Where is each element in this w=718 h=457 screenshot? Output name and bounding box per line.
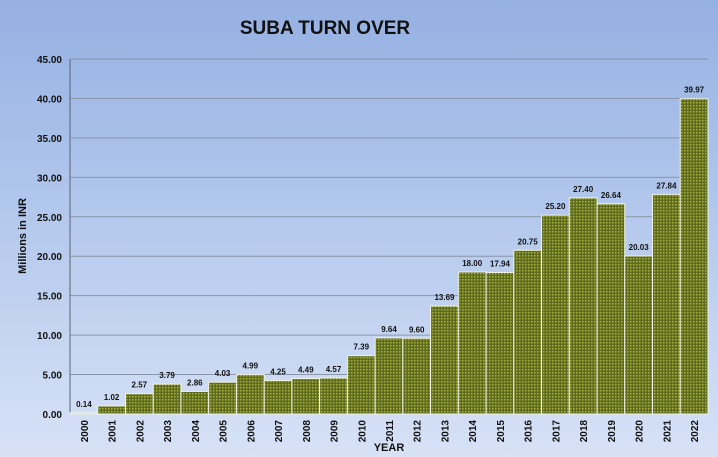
y-tick-label: 45.00 [37, 55, 62, 66]
x-tick-label: 2016 [524, 420, 535, 443]
x-axis-ticks: 2000 2001 2002 2003 2004 2005 2006 2007 2008 2009… [80, 420, 701, 443]
data-labels: 0.14 1.02 2.57 3.79 2.86 4.03 4.99 4.25 4.49 4.57… [76, 86, 705, 409]
bar [596, 203, 626, 415]
x-tick-label: 2004 [191, 420, 202, 443]
x-tick-label: 2019 [607, 420, 618, 443]
x-tick-label: 2009 [330, 420, 341, 443]
bar [679, 98, 709, 415]
x-axis-title: YEAR [374, 442, 405, 454]
data-label: 4.99 [243, 362, 259, 371]
y-tick-label: 40.00 [37, 94, 62, 105]
x-tick-label: 2001 [108, 420, 119, 443]
x-tick-label: 2017 [551, 420, 562, 443]
bar [124, 393, 154, 415]
x-tick-label: 2018 [579, 420, 590, 443]
x-tick-label: 2006 [246, 420, 257, 443]
bar [291, 378, 321, 415]
y-tick-label: 5.00 [43, 371, 63, 382]
y-axis-ticks: 0.00 5.00 10.00 15.00 20.00 25.00 30.00 35.00 40… [37, 55, 62, 421]
x-tick-label: 2002 [135, 420, 146, 443]
x-tick-label: 2014 [468, 420, 479, 443]
x-tick-label: 2008 [302, 420, 313, 443]
data-label: 2.57 [132, 381, 148, 390]
data-label: 27.84 [656, 181, 677, 190]
x-tick-label: 2012 [413, 420, 424, 443]
data-label: 20.75 [518, 237, 539, 246]
y-tick-label: 10.00 [37, 331, 62, 342]
y-tick-label: 0.00 [43, 410, 63, 421]
x-tick-label: 2011 [385, 420, 396, 442]
x-tick-label: 2005 [219, 420, 230, 443]
data-label: 0.14 [76, 400, 92, 409]
chart-title: SUBA TURN OVER [240, 18, 411, 39]
bar [97, 405, 126, 415]
data-label: 13.69 [434, 293, 455, 302]
bar [152, 383, 182, 415]
y-tick-label: 20.00 [37, 252, 62, 263]
x-tick-label: 2010 [357, 420, 368, 443]
data-label: 27.40 [573, 185, 594, 194]
bar [180, 390, 210, 415]
y-tick-label: 15.00 [37, 292, 62, 303]
y-axis-title: Millions in INR [17, 198, 29, 274]
bar [430, 305, 459, 415]
bar [568, 197, 598, 415]
data-label: 26.64 [601, 191, 622, 200]
data-label: 17.94 [490, 259, 511, 268]
data-label: 18.00 [462, 259, 483, 268]
x-tick-label: 2022 [690, 420, 701, 443]
x-tick-label: 2003 [163, 420, 174, 443]
data-label: 25.20 [545, 202, 566, 211]
y-tick-label: 25.00 [37, 213, 62, 224]
bar [402, 337, 432, 415]
data-label: 4.25 [270, 367, 286, 376]
data-label: 7.39 [353, 343, 369, 352]
bar [485, 271, 515, 415]
data-label: 9.64 [381, 325, 397, 334]
data-label: 4.03 [215, 369, 231, 378]
data-label: 9.60 [409, 325, 425, 334]
bar [319, 377, 348, 415]
data-label: 3.79 [159, 371, 175, 380]
bar [652, 193, 681, 415]
bar [69, 412, 99, 415]
bar [374, 337, 404, 415]
y-tick-label: 30.00 [37, 173, 62, 184]
x-tick-label: 2021 [662, 420, 673, 443]
x-tick-label: 2015 [496, 420, 507, 443]
data-label: 2.86 [187, 378, 203, 387]
data-label: 4.49 [298, 366, 314, 375]
x-tick-label: 2020 [635, 420, 646, 443]
bar [457, 271, 487, 415]
bar [624, 255, 654, 415]
data-label: 1.02 [104, 393, 120, 402]
x-tick-label: 2007 [274, 420, 285, 443]
bar [346, 355, 376, 415]
bar [513, 249, 543, 415]
bar [263, 379, 293, 415]
bar [208, 381, 237, 415]
bar [541, 214, 570, 415]
data-label: 20.03 [629, 243, 650, 252]
bars [69, 98, 709, 415]
x-tick-label: 2000 [80, 420, 91, 443]
x-tick-label: 2013 [440, 420, 451, 443]
bar [235, 374, 265, 415]
y-tick-label: 35.00 [37, 134, 62, 145]
data-label: 39.97 [684, 86, 705, 95]
data-label: 4.57 [326, 365, 342, 374]
